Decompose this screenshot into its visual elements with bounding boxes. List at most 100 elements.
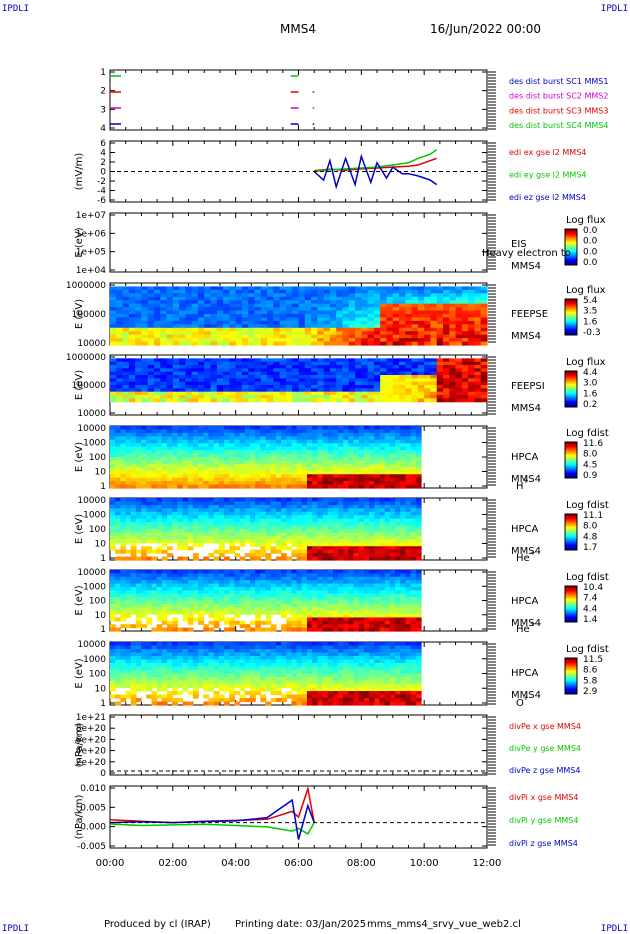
heat-cell <box>182 470 189 475</box>
heat-cell <box>260 467 267 472</box>
heat-cell <box>115 607 121 612</box>
heat-cell <box>167 518 173 523</box>
heat-cell <box>480 375 488 379</box>
heat-cell <box>218 443 225 448</box>
heat-cell <box>110 317 117 322</box>
heat-cell <box>239 532 246 537</box>
heat-cell <box>172 338 180 343</box>
heat-cell <box>311 391 318 396</box>
heat-cell <box>115 603 121 608</box>
heat-cell <box>455 293 463 298</box>
heat-cell <box>191 307 199 312</box>
heat-cell <box>216 327 224 332</box>
heat-cell <box>241 388 249 393</box>
heat-cell <box>141 368 149 373</box>
heat-cell <box>260 546 267 551</box>
heat-cell <box>275 467 282 472</box>
heat-cell <box>348 470 355 475</box>
heat-cell <box>254 320 262 325</box>
heat-cell <box>125 463 132 468</box>
heat-cell <box>338 549 344 554</box>
cb-cell <box>565 461 577 463</box>
heat-cell <box>342 361 350 366</box>
heat-cell <box>285 388 293 393</box>
heat-cell <box>151 453 158 458</box>
heat-cell <box>187 518 194 523</box>
heat-cell <box>273 314 281 319</box>
heat-cell <box>156 439 163 444</box>
heat-cell <box>128 314 136 319</box>
heat-cell <box>141 580 147 585</box>
heat-cell <box>436 317 444 322</box>
heat-cell <box>229 293 237 298</box>
heat-cell <box>208 518 215 523</box>
heat-cell <box>474 314 482 319</box>
heat-cell <box>304 385 312 389</box>
heat-cell <box>210 314 218 319</box>
heat-cell <box>304 310 312 315</box>
heat-cell <box>411 307 419 312</box>
heat-cell <box>353 443 360 448</box>
heat-cell <box>203 436 210 441</box>
heat-cell <box>411 293 419 298</box>
heat-cell <box>182 535 189 540</box>
heat-cell <box>291 436 298 441</box>
heat-cell <box>286 446 293 451</box>
heat-cell <box>364 535 370 540</box>
heat-cell <box>343 556 350 561</box>
heat-cell <box>147 310 155 315</box>
heat-cell <box>146 549 153 554</box>
heat-cell <box>172 385 180 389</box>
heat-cell <box>135 317 143 322</box>
feepse-heatmap <box>110 286 488 346</box>
heat-cell <box>254 365 262 369</box>
heat-cell <box>254 391 262 396</box>
heat-cell <box>355 388 362 393</box>
heat-cell <box>312 457 318 462</box>
heat-cell <box>369 484 375 489</box>
heat-cell <box>373 338 381 343</box>
eis-note: Heavy electron to <box>482 248 571 259</box>
heat-cell <box>405 310 413 315</box>
heat-cell <box>343 446 350 451</box>
heat-cell <box>135 463 142 468</box>
heat-cell <box>203 501 210 506</box>
heat-cell <box>151 518 158 523</box>
heat-cell <box>260 341 268 346</box>
heat-cell <box>204 371 212 376</box>
heat-cell <box>172 432 178 437</box>
heat-cell <box>125 477 132 482</box>
cb-cell <box>565 235 577 237</box>
heat-cell <box>203 467 210 472</box>
heat-cell <box>213 515 220 520</box>
heat-cell <box>353 463 360 468</box>
heat-cell <box>399 324 406 329</box>
heat-cell <box>436 303 444 308</box>
heat-cell <box>348 436 355 441</box>
heat-cell <box>323 331 331 336</box>
heat-cell <box>210 398 218 403</box>
heat-cell <box>296 522 303 527</box>
heat-cell <box>198 426 204 431</box>
heat-cell <box>110 375 117 379</box>
heat-cell <box>405 289 413 294</box>
heat-cell <box>311 300 318 305</box>
cb-cell <box>565 331 577 333</box>
heat-cell <box>373 391 381 396</box>
heat-cell <box>125 576 132 581</box>
heat-cell <box>392 331 400 336</box>
cb-cell <box>565 255 577 257</box>
cb-cell <box>565 399 577 401</box>
cb-cell <box>565 537 577 539</box>
heat-cell <box>296 546 303 551</box>
heat-cell <box>156 593 163 598</box>
heat-cell <box>311 320 318 325</box>
cb-cell <box>565 404 577 406</box>
heat-cell <box>146 607 153 612</box>
heat-cell <box>160 293 168 298</box>
heat-cell <box>455 381 463 386</box>
heat-cell <box>395 511 401 516</box>
heat-cell <box>291 539 298 544</box>
heat-cell <box>329 361 337 366</box>
heat-cell <box>392 368 400 373</box>
